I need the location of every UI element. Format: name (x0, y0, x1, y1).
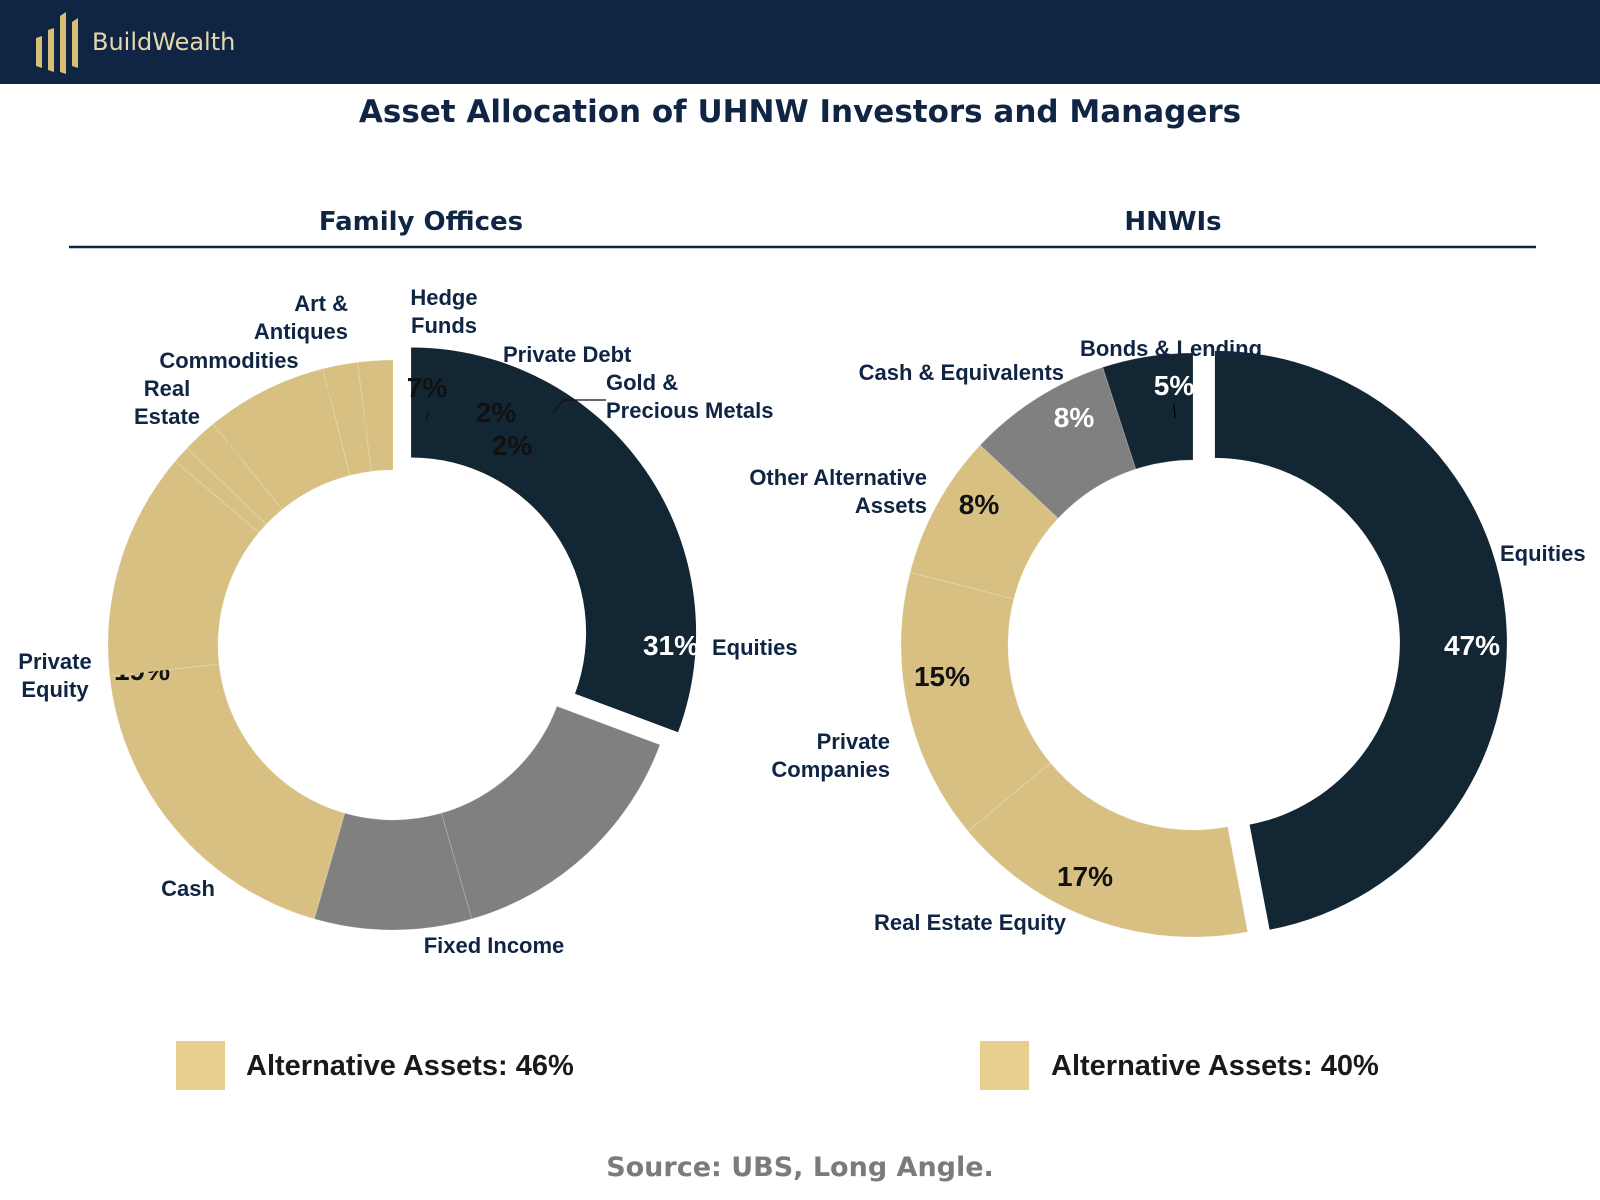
value-label-hedge-funds: 7% (407, 372, 448, 403)
slice-equities (411, 347, 697, 733)
slice-commodities (174, 447, 268, 533)
source-note: Source: UBS, Long Angle. (606, 1152, 994, 1183)
category-label-gold-and-precious-metals: Gold & Precious Metals (606, 370, 774, 423)
category-label-real-estate-equity: Real Estate Equity (874, 910, 1067, 935)
brand-name: BuildWealth (92, 28, 236, 56)
value-label-private-debt: 2% (476, 397, 517, 428)
value-label-equities: 31% (643, 630, 699, 661)
value-label-gold-and-precious-metals: 2% (492, 430, 533, 461)
category-label-private-debt: Private Debt (503, 342, 632, 367)
page-title: Asset Allocation of UHNW Investors and M… (358, 94, 1242, 130)
bonds-leader-line (1173, 403, 1176, 419)
category-label-cash: Cash (161, 876, 215, 901)
value-label-real-estate-equity: 17% (1057, 861, 1113, 892)
category-label-equities: Equities (712, 635, 798, 660)
category-label-real-estate: Real Estate (134, 376, 200, 429)
slice-cash (313, 812, 473, 931)
category-label-fixed-income: Fixed Income (424, 933, 565, 958)
category-label-bonds-and-lending: Bonds & Lending (1080, 336, 1262, 361)
gold-leader-line (552, 399, 606, 414)
slice-private-companies (900, 571, 1052, 832)
value-label-other-alternative-assets: 8% (959, 489, 1000, 520)
slice-bonds-and-lending (1102, 352, 1194, 470)
category-label-private-equity: Private Equity (18, 649, 91, 702)
value-label-private-companies: 15% (914, 661, 970, 692)
header-bar: BuildWealth (0, 0, 1600, 84)
slice-real-estate (107, 460, 260, 677)
category-label-other-alternative-assets: Other Alternative Assets (749, 465, 927, 518)
category-label-equities: Equities (1500, 541, 1586, 566)
category-label-hedge-funds: Hedge Funds (410, 285, 477, 338)
value-label-equities: 47% (1444, 630, 1500, 661)
value-label-cash-and-equivalents: 8% (1054, 402, 1095, 433)
category-label-private-companies: Private Companies (771, 729, 890, 782)
slice-hedge-funds (212, 368, 351, 511)
slice-gold-and-precious-metals (357, 359, 394, 472)
hnwis-legend-label: Alternative Assets: 40% (1051, 1050, 1379, 1082)
value-label-bonds-and-lending: 5% (1154, 370, 1195, 401)
slice-private-equity (109, 663, 346, 920)
hedge-leader-line (425, 409, 430, 421)
slice-art-and-antiques (186, 423, 284, 525)
category-label-art-and-antiques: Art & Antiques (254, 291, 348, 344)
hnwis-legend-swatch (980, 1041, 1029, 1090)
category-label-commodities: Commodities (159, 348, 298, 373)
slice-real-estate-equity (967, 762, 1249, 938)
slice-private-debt (322, 361, 372, 476)
slice-other-alternative-assets (909, 444, 1059, 600)
family-offices-chart-title: Family Offices (319, 207, 523, 237)
slice-fixed-income (440, 705, 661, 920)
buildwealth-logo-icon (36, 12, 78, 74)
family-offices-legend-label: Alternative Assets: 46% (246, 1050, 574, 1082)
category-label-cash-and-equivalents: Cash & Equivalents (859, 360, 1064, 385)
slice-equities (1214, 350, 1507, 930)
hnwis-chart-title: HNWIs (1124, 207, 1221, 237)
family-offices-legend-swatch (176, 1041, 225, 1090)
